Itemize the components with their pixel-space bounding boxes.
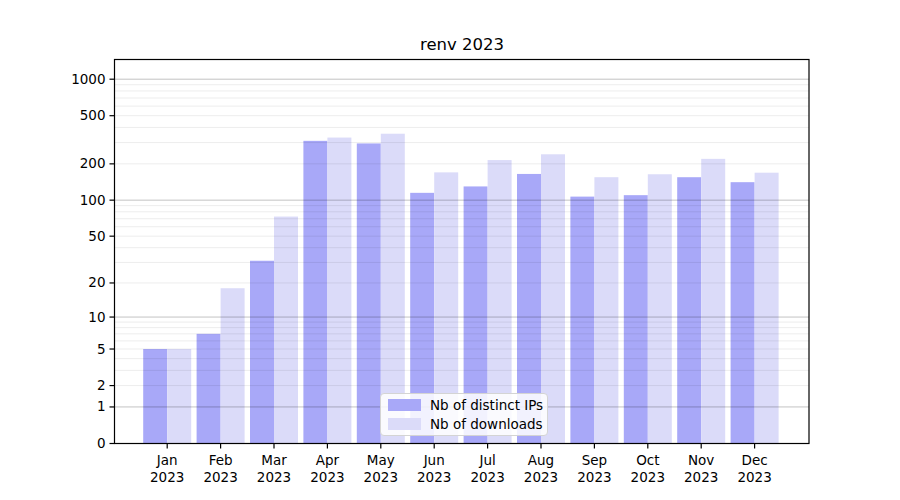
- bar-distinct-ips-apr: [303, 141, 327, 444]
- x-tick-label-month: Sep: [582, 452, 607, 468]
- y-tick-label: 100: [80, 192, 106, 208]
- chart-title: renv 2023: [115, 35, 809, 54]
- x-tick-label-month: Apr: [316, 452, 340, 468]
- y-tick-label: 20: [88, 274, 105, 290]
- x-tick-label-year: 2023: [417, 469, 451, 485]
- x-tick-label-year: 2023: [310, 469, 344, 485]
- x-tick-label-month: Feb: [209, 452, 233, 468]
- x-tick-label-year: 2023: [150, 469, 184, 485]
- legend-label-downloads: Nb of downloads: [430, 416, 543, 432]
- bar-downloads-sep: [594, 177, 618, 443]
- bar-downloads-apr: [327, 138, 351, 444]
- legend-label-distinct-ips: Nb of distinct IPs: [430, 397, 543, 413]
- x-tick-label-month: Nov: [688, 452, 714, 468]
- y-tick-label: 500: [80, 107, 106, 123]
- x-tick-label-month: Oct: [636, 452, 659, 468]
- bar-distinct-ips-jan: [143, 349, 167, 443]
- y-tick-label: 5: [97, 341, 106, 357]
- y-tick-label: 2: [97, 377, 106, 393]
- x-tick-label-year: 2023: [203, 469, 237, 485]
- y-tick-label: 1000: [71, 71, 105, 87]
- legend-swatch-distinct-ips: [388, 399, 421, 411]
- bar-downloads-feb: [221, 288, 245, 443]
- y-tick-label: 50: [88, 228, 105, 244]
- x-tick-label-month: Jun: [423, 452, 445, 468]
- legend: Nb of distinct IPs Nb of downloads: [380, 393, 548, 436]
- bar-distinct-ips-feb: [197, 334, 221, 444]
- x-tick-label-month: Jan: [156, 452, 178, 468]
- y-tick-label: 10: [88, 309, 105, 325]
- bar-downloads-jan: [167, 349, 191, 443]
- x-tick-label-year: 2023: [257, 469, 291, 485]
- x-tick-label-year: 2023: [577, 469, 611, 485]
- legend-item-downloads: Nb of downloads: [388, 416, 540, 432]
- x-tick-label-month: Aug: [528, 452, 554, 468]
- bar-distinct-ips-nov: [677, 177, 701, 443]
- chart-figure: renv 2023 01251020501002005001000Jan2023…: [0, 0, 900, 500]
- legend-swatch-downloads: [388, 418, 421, 430]
- bar-downloads-dec: [755, 173, 779, 444]
- bar-distinct-ips-dec: [731, 182, 755, 443]
- x-tick-label-month: Jul: [478, 452, 495, 468]
- legend-item-distinct-ips: Nb of distinct IPs: [388, 397, 540, 413]
- y-tick-label: 0: [97, 435, 106, 451]
- x-tick-label-year: 2023: [364, 469, 398, 485]
- x-tick-label-year: 2023: [737, 469, 771, 485]
- x-tick-label-year: 2023: [524, 469, 558, 485]
- x-tick-label-year: 2023: [684, 469, 718, 485]
- bar-downloads-mar: [274, 217, 298, 444]
- x-tick-label-month: Mar: [261, 452, 287, 468]
- x-tick-label-month: May: [367, 452, 395, 468]
- bar-distinct-ips-mar: [250, 261, 274, 444]
- x-tick-label-year: 2023: [631, 469, 665, 485]
- x-tick-label-year: 2023: [470, 469, 504, 485]
- bar-downloads-nov: [701, 159, 725, 444]
- y-tick-label: 1: [97, 398, 106, 414]
- bar-downloads-oct: [648, 174, 672, 443]
- bar-distinct-ips-oct: [624, 195, 648, 443]
- bar-distinct-ips-may: [357, 143, 381, 443]
- x-tick-label-month: Dec: [742, 452, 768, 468]
- y-tick-label: 200: [80, 155, 106, 171]
